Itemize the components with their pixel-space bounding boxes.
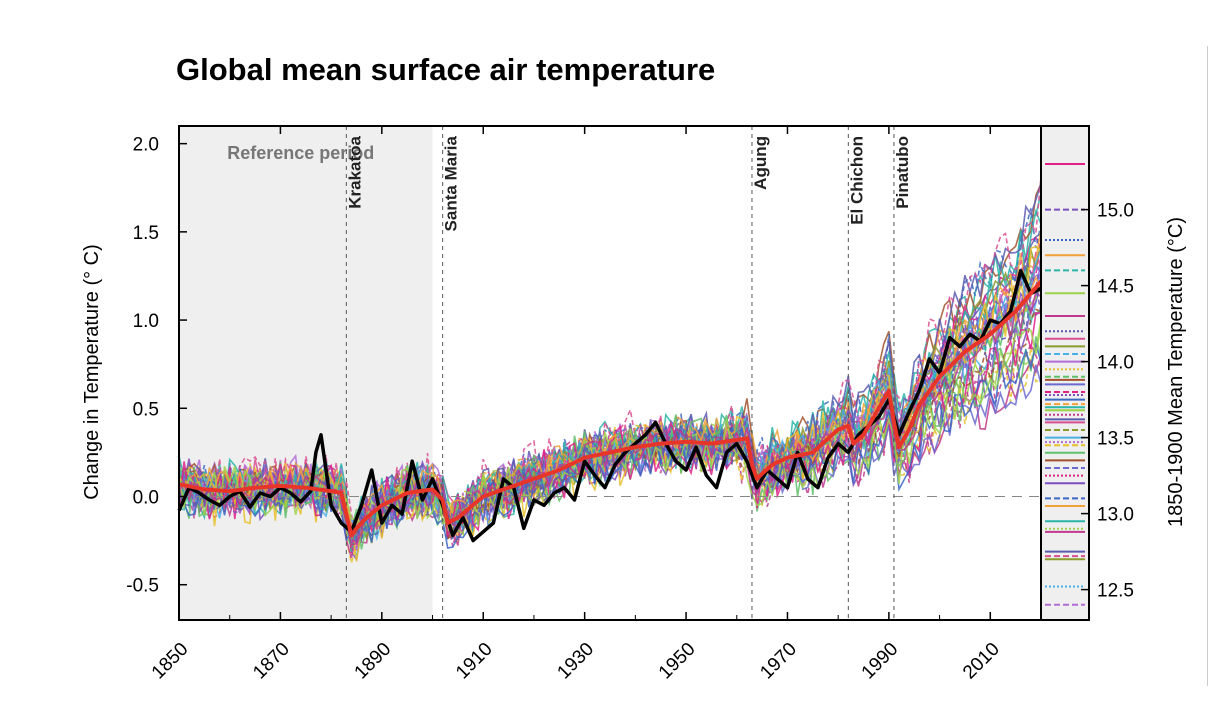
x-tick-label: 1870: [249, 639, 294, 684]
model-line: [178, 283, 1042, 543]
y-tick-label: 1.5: [133, 223, 159, 244]
y-right-tick-label: 14.5: [1097, 277, 1134, 298]
eruption-markers: Krakatoa Santa Maria Agung El Chichon Pinatu…: [345, 126, 912, 620]
y-tick-label: -0.5: [126, 576, 159, 597]
y-right-tick-label: 13.0: [1097, 505, 1134, 526]
eruption-label: Agung: [751, 136, 770, 190]
y-tick-label: 0.0: [133, 488, 159, 509]
panel-edge-rule: [1207, 46, 1208, 686]
x-tick-label: 1910: [452, 639, 497, 684]
eruption-label: Santa Maria: [442, 135, 461, 231]
model-means-panel: [1041, 126, 1089, 620]
y-axis-left: 2.0 1.5 1.0 0.5 0.0 -0.5: [126, 135, 187, 597]
y-right-tick-label: 15.0: [1097, 201, 1134, 222]
y-right-tick-label: 13.5: [1097, 429, 1134, 450]
y-right-tick-label: 14.0: [1097, 353, 1134, 374]
y-tick-label: 1.0: [133, 311, 159, 332]
x-tick-label: 1850: [148, 639, 193, 684]
y-axis-right-label: 1850-1900 Mean Temperature (°C): [1165, 217, 1187, 527]
reference-period-label: Reference period: [227, 143, 374, 163]
x-tick-label: 1950: [655, 639, 700, 684]
x-tick-label: 1930: [553, 639, 598, 684]
model-line: [178, 264, 1042, 552]
y-tick-label: 2.0: [133, 135, 159, 156]
x-tick-label: 1970: [756, 639, 801, 684]
y-axis-label: Change in Temperature (° C): [81, 244, 103, 500]
series-line-1: [178, 280, 1043, 538]
eruption-label: Krakatoa: [345, 135, 364, 208]
x-tick-label: 1890: [351, 639, 396, 684]
eruption-label: El Chichon: [847, 136, 866, 225]
y-axis-right: 15.0 14.5 14.0 13.5 13.0 12.5: [1081, 201, 1134, 602]
model-mean-markers: [1045, 163, 1085, 606]
x-tick-label: 1990: [858, 639, 903, 684]
eruption-label: Pinatubo: [893, 136, 912, 209]
y-right-tick-label: 12.5: [1097, 581, 1134, 602]
y-tick-label: 0.5: [133, 399, 159, 420]
plot-frame: [178, 125, 1090, 621]
x-tick-label: 2010: [959, 639, 1004, 684]
reference-period-shading: [179, 126, 433, 620]
series-lines: [177, 268, 1043, 543]
chart-title: Global mean surface air temperature: [176, 52, 715, 87]
